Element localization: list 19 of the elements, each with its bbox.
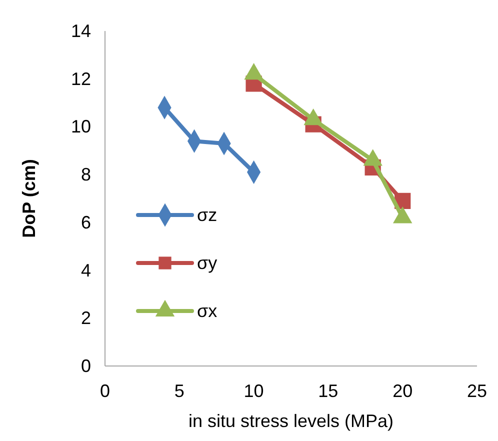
y-tick-label: 2: [80, 308, 91, 328]
y-tick-label: 12: [70, 68, 91, 89]
y-tick-label: 8: [80, 164, 91, 185]
legend-label: σx: [197, 301, 218, 321]
y-tick-label: 6: [80, 212, 91, 232]
x-axis-title: in situ stress levels (MPa): [188, 411, 394, 431]
y-tick-label: 10: [70, 116, 91, 137]
x-tick-label: 15: [318, 381, 338, 401]
x-tick-label: 25: [466, 381, 488, 401]
y-tick-label: 0: [80, 356, 91, 376]
y-tick-label: 14: [70, 21, 91, 41]
x-tick-label: 0: [100, 381, 110, 401]
y-tick-label: 4: [80, 260, 91, 280]
legend-label: σz: [197, 205, 218, 225]
legend-label: σy: [197, 253, 218, 273]
x-tick-label: 5: [174, 381, 184, 401]
x-tick-label: 20: [392, 381, 413, 401]
x-tick-label: 10: [244, 381, 264, 401]
y-axis-title: DoP (cm): [19, 159, 39, 238]
